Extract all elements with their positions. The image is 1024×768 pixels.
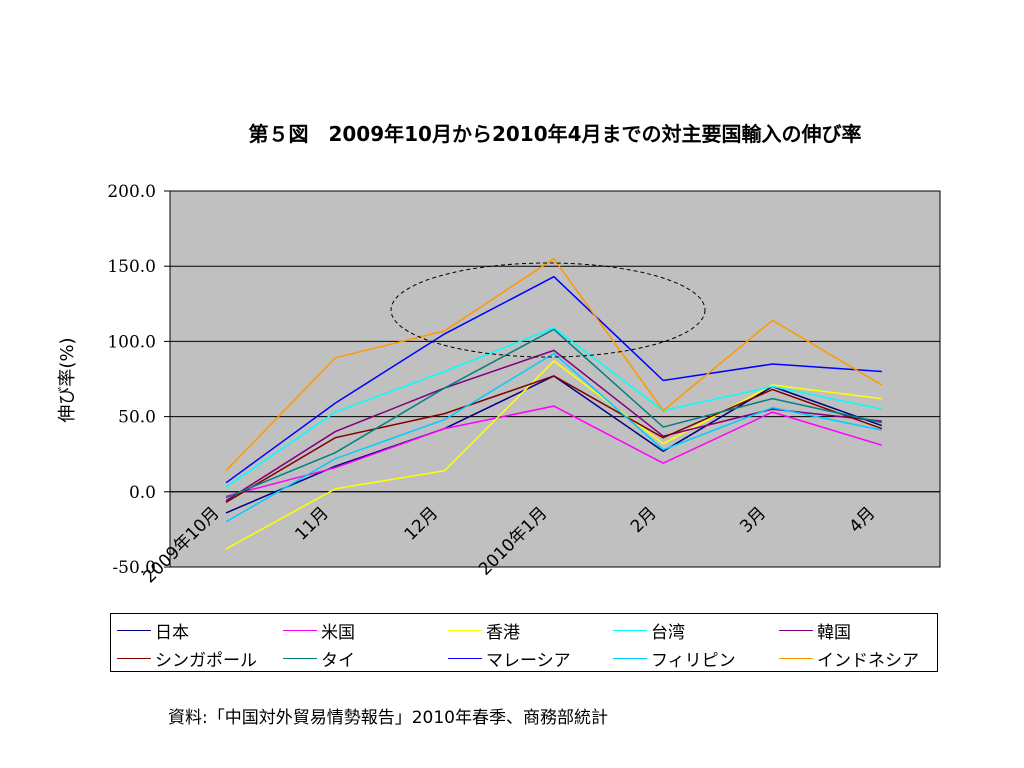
y-tick-label: 200.0 (107, 182, 156, 202)
y-tick-label: 50.0 (118, 408, 156, 428)
y-tick-labels: 200.0 150.0 100.0 50.0 0.0 -50.0 (107, 182, 156, 578)
plot-area (169, 190, 941, 568)
legend-swatch (448, 629, 482, 631)
legend-label: フィリピン (651, 650, 736, 671)
legend-item: 日本 (117, 618, 189, 643)
series-line (225, 352, 882, 523)
legend-item: 香港 (448, 618, 520, 643)
legend-label: マレーシア (486, 650, 571, 671)
series-line (225, 360, 882, 550)
legend-swatch (779, 657, 813, 659)
y-axis-label: 伸び率(%) (57, 337, 78, 422)
legend-label: 台湾 (651, 622, 685, 643)
legend-swatch (613, 629, 647, 631)
legend-item: マレーシア (448, 646, 571, 671)
chart-title: 第５図 2009年10月から2010年4月までの対主要国輸入の伸び率 (248, 122, 862, 146)
series-line (225, 257, 883, 472)
legend-label: 韓国 (817, 622, 851, 643)
legend-item: 韓国 (779, 618, 851, 643)
series-lines (225, 257, 883, 550)
y-tick-label: 100.0 (107, 332, 156, 352)
series-line (225, 275, 882, 484)
legend-item: 台湾 (613, 618, 685, 643)
legend-item: シンガポール (117, 646, 257, 671)
highlight-ellipse (390, 262, 706, 358)
legend-label: タイ (321, 650, 355, 671)
series-line (225, 405, 883, 498)
legend-item: フィリピン (613, 646, 736, 671)
legend-label: 米国 (321, 622, 355, 643)
legend-item: インドネシア (779, 646, 919, 671)
legend-swatch (779, 629, 813, 631)
legend-label: 香港 (486, 622, 520, 643)
legend-item: 米国 (283, 618, 355, 643)
legend-label: 日本 (155, 622, 189, 643)
legend-swatch (283, 657, 317, 659)
legend-swatch (613, 657, 647, 659)
legend-swatch (117, 657, 151, 659)
legend-label: インドネシア (817, 650, 919, 671)
legend-swatch (117, 629, 151, 631)
source-note: 資料:「中国対外貿易情勢報告」2010年春季、商務部統計 (168, 708, 608, 728)
series-line (225, 327, 882, 488)
y-tick-label: 150.0 (107, 257, 156, 277)
y-tick-label: 0.0 (129, 483, 156, 503)
series-line (225, 328, 882, 499)
legend-label: シンガポール (155, 650, 257, 671)
legend-swatch (448, 657, 482, 659)
series-line (225, 349, 882, 502)
legend: 日本 米国 香港 台湾 韓国シンガポール タイ マレーシア フィリピン インドネシア (110, 613, 938, 672)
legend-item: タイ (283, 646, 355, 671)
series-line (225, 375, 883, 503)
y-tick-label: -50.0 (112, 558, 156, 578)
legend-swatch (283, 629, 317, 631)
axes (164, 190, 940, 568)
